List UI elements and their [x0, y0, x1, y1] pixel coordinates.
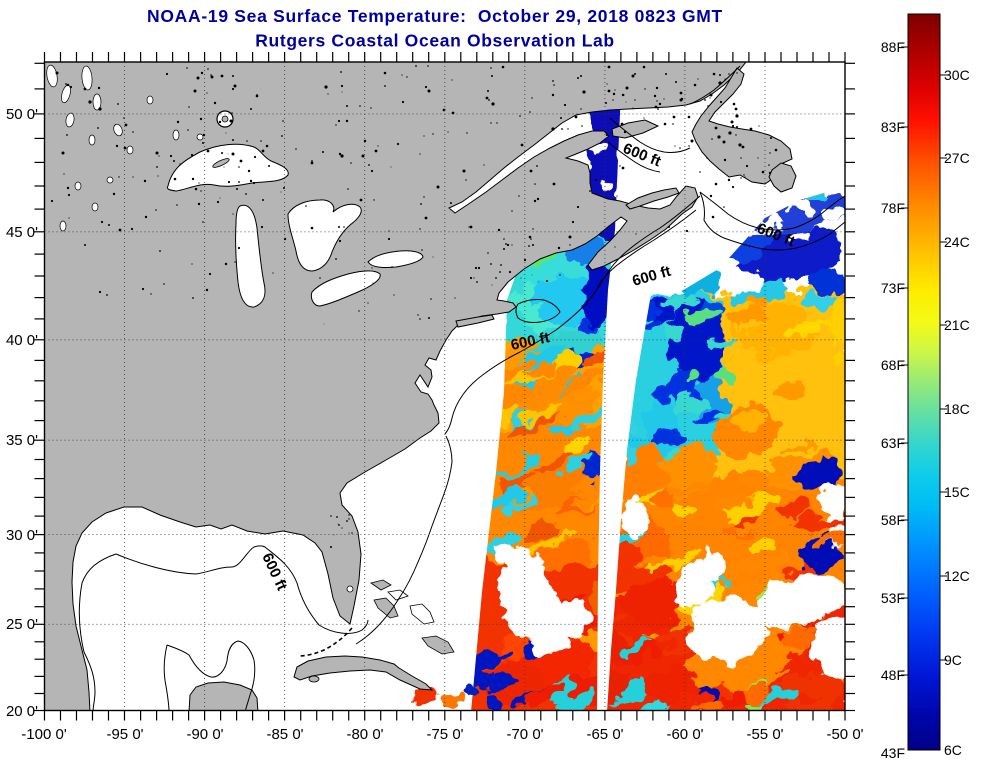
svg-text:15C: 15C	[944, 484, 970, 500]
svg-text:63F: 63F	[881, 435, 905, 451]
svg-text:73F: 73F	[881, 280, 905, 296]
svg-text:Rutgers Coastal Ocean Observat: Rutgers Coastal Ocean Observation Lab	[255, 31, 615, 51]
svg-text:-60 0': -60 0'	[666, 726, 703, 743]
svg-text:20 0': 20 0'	[6, 703, 38, 720]
svg-text:78F: 78F	[881, 200, 905, 216]
svg-text:68F: 68F	[881, 357, 905, 373]
svg-text:58F: 58F	[881, 512, 905, 528]
svg-text:30C: 30C	[944, 67, 970, 83]
svg-text:27C: 27C	[944, 150, 970, 166]
svg-text:NOAA-19 Sea Surface Temperatur: NOAA-19 Sea Surface Temperature: October…	[147, 6, 723, 26]
svg-text:12C: 12C	[944, 568, 970, 584]
svg-text:40 0': 40 0'	[6, 332, 38, 349]
svg-text:-65 0': -65 0'	[586, 726, 623, 743]
svg-text:-70 0': -70 0'	[506, 726, 543, 743]
svg-text:18C: 18C	[944, 401, 970, 417]
svg-text:-90 0': -90 0'	[186, 726, 223, 743]
svg-text:6C: 6C	[944, 742, 962, 758]
svg-text:35 0': 35 0'	[6, 432, 38, 449]
svg-text:25 0': 25 0'	[6, 616, 38, 633]
svg-text:30 0': 30 0'	[6, 527, 38, 544]
svg-text:48F: 48F	[881, 667, 905, 683]
svg-text:-55 0': -55 0'	[746, 726, 783, 743]
svg-text:43F: 43F	[881, 745, 905, 761]
svg-text:-95 0': -95 0'	[106, 726, 143, 743]
svg-text:45 0': 45 0'	[6, 224, 38, 241]
svg-text:83F: 83F	[881, 119, 905, 135]
svg-text:24C: 24C	[944, 234, 970, 250]
svg-text:9C: 9C	[944, 652, 962, 668]
svg-text:-80 0': -80 0'	[346, 726, 383, 743]
svg-text:88F: 88F	[881, 39, 905, 55]
svg-text:53F: 53F	[881, 590, 905, 606]
svg-text:-75 0': -75 0'	[426, 726, 463, 743]
svg-text:-100 0': -100 0'	[21, 726, 67, 743]
svg-text:-85 0': -85 0'	[266, 726, 303, 743]
svg-text:-50 0': -50 0'	[826, 726, 863, 743]
svg-text:21C: 21C	[944, 317, 970, 333]
svg-text:50 0': 50 0'	[6, 106, 38, 123]
